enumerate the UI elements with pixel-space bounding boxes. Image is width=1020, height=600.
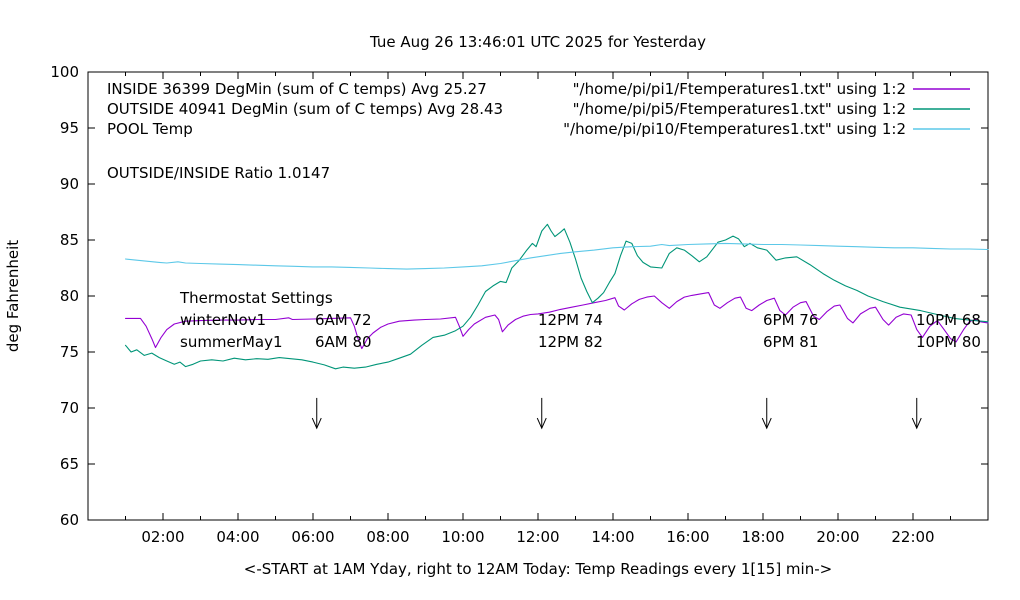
- y-tick-label: 100: [50, 63, 79, 81]
- thermostat-cell: 6AM 72: [315, 311, 372, 329]
- ratio-annotation: OUTSIDE/INSIDE Ratio 1.0147: [107, 164, 330, 182]
- x-tick-label: 16:00: [666, 528, 709, 546]
- thermostat-settings-heading: Thermostat Settings: [179, 289, 333, 307]
- y-tick-label: 70: [60, 399, 79, 417]
- thermostat-rows-layer: winterNov1 6AM 72 12PM 74 6PM 76 10PM 68 summ…: [180, 311, 981, 351]
- series-line-inside: [124, 292, 989, 350]
- x-tick-label: 02:00: [141, 528, 184, 546]
- legend-source: "/home/pi/pi10/Ftemperatures1.txt" using…: [563, 120, 906, 138]
- setpoint-arrow-head: [536, 417, 547, 430]
- legend-layer: INSIDE 36399 DegMin (sum of C temps) Avg…: [107, 80, 970, 138]
- thermostat-cell: 10PM 68: [916, 311, 981, 329]
- setpoint-arrow-head: [911, 417, 922, 430]
- setpoint-arrow-head: [761, 417, 772, 430]
- chart-title: Tue Aug 26 13:46:01 UTC 2025 for Yesterd…: [369, 33, 706, 51]
- series-line-pool: [124, 242, 989, 270]
- thermostat-cell: 12PM 74: [538, 311, 603, 329]
- thermostat-cell: 10PM 80: [916, 333, 981, 351]
- series-line-outside: [124, 223, 989, 370]
- legend-label: POOL Temp: [107, 120, 193, 138]
- x-tick-label: 10:00: [441, 528, 484, 546]
- y-tick-label: 75: [60, 343, 79, 361]
- x-tick-label: 20:00: [816, 528, 859, 546]
- x-tick-label: 14:00: [591, 528, 634, 546]
- legend-source: "/home/pi/pi5/Ftemperatures1.txt" using …: [573, 100, 906, 118]
- x-tick-label: 22:00: [891, 528, 934, 546]
- y-tick-label: 60: [60, 511, 79, 529]
- axes-layer: 02:00 04:00 06:00 08:00 10:00 12:00 14:00 16:00…: [50, 63, 989, 546]
- thermostat-cell: 6PM 76: [763, 311, 818, 329]
- y-tick-label: 90: [60, 175, 79, 193]
- x-tick-label: 04:00: [216, 528, 259, 546]
- y-axis-title: deg Fahrenheit: [4, 240, 22, 352]
- thermostat-cell: 6AM 80: [315, 333, 372, 351]
- x-tick-label: 08:00: [366, 528, 409, 546]
- legend-source: "/home/pi/pi1/Ftemperatures1.txt" using …: [573, 80, 906, 98]
- y-tick-label: 95: [60, 119, 79, 137]
- legend-label: OUTSIDE 40941 DegMin (sum of C temps) Av…: [107, 100, 503, 118]
- setpoint-arrows-layer: [311, 397, 922, 430]
- thermostat-cell: 12PM 82: [538, 333, 603, 351]
- thermostat-cell: winterNov1: [180, 311, 266, 329]
- y-tick-label: 85: [60, 231, 79, 249]
- thermostat-cell: 6PM 81: [763, 333, 818, 351]
- x-tick-label: 18:00: [741, 528, 784, 546]
- setpoint-arrow-head: [311, 417, 322, 430]
- x-tick-label: 12:00: [516, 528, 559, 546]
- y-tick-label: 80: [60, 287, 79, 305]
- series-layer: [124, 223, 989, 370]
- thermostat-cell: summerMay1: [180, 333, 283, 351]
- legend-label: INSIDE 36399 DegMin (sum of C temps) Avg…: [107, 80, 487, 98]
- y-tick-label: 65: [60, 455, 79, 473]
- x-axis-title: <-START at 1AM Yday, right to 12AM Today…: [244, 560, 832, 578]
- x-tick-label: 06:00: [291, 528, 334, 546]
